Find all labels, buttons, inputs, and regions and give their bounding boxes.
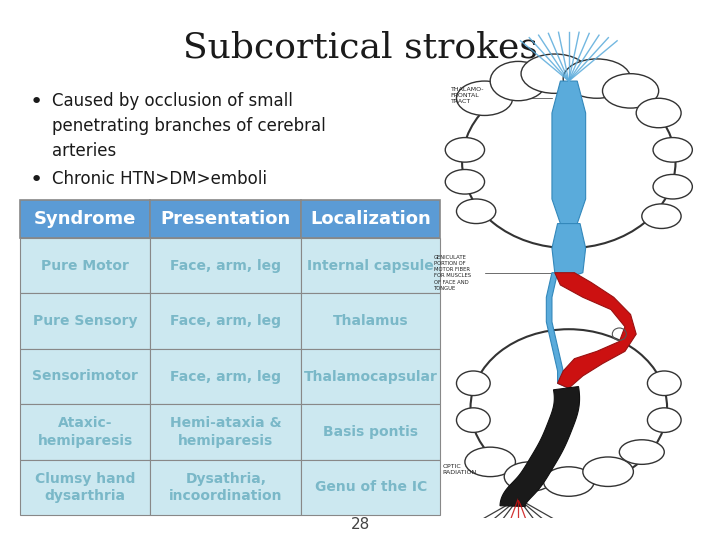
Bar: [20, 200, 150, 238]
Text: Caused by occlusion of small
penetrating branches of cerebral
arteries: Caused by occlusion of small penetrating…: [52, 92, 325, 160]
Ellipse shape: [583, 457, 634, 487]
Polygon shape: [500, 387, 580, 507]
Text: Pure Sensory: Pure Sensory: [33, 314, 138, 328]
Bar: [20, 293, 150, 349]
Text: Subcortical strokes: Subcortical strokes: [183, 30, 537, 64]
Ellipse shape: [456, 81, 513, 116]
Ellipse shape: [653, 138, 693, 162]
Bar: [20, 349, 150, 404]
Text: Basis pontis: Basis pontis: [323, 425, 418, 439]
Text: Chronic HTN>DM>emboli: Chronic HTN>DM>emboli: [52, 170, 267, 188]
Ellipse shape: [521, 54, 588, 93]
Bar: [302, 293, 440, 349]
Text: Dysathria,
incoordination: Dysathria, incoordination: [169, 471, 282, 503]
Bar: [302, 200, 440, 238]
Text: Sensorimotor: Sensorimotor: [32, 369, 138, 383]
Ellipse shape: [647, 408, 681, 433]
Text: •: •: [30, 92, 43, 112]
Ellipse shape: [563, 59, 631, 98]
Text: Syndrome: Syndrome: [34, 210, 136, 228]
Bar: [302, 460, 440, 515]
Ellipse shape: [456, 199, 496, 224]
Text: Internal capsule: Internal capsule: [307, 259, 434, 273]
Bar: [150, 349, 302, 404]
Text: Ataxic-
hemiparesis: Ataxic- hemiparesis: [37, 416, 132, 448]
Ellipse shape: [462, 76, 675, 248]
Bar: [20, 238, 150, 293]
Text: Face, arm, leg: Face, arm, leg: [171, 369, 282, 383]
Bar: [150, 404, 302, 460]
Ellipse shape: [456, 371, 490, 395]
Ellipse shape: [445, 138, 485, 162]
Bar: [150, 460, 302, 515]
Ellipse shape: [603, 73, 659, 108]
Text: Hemi-ataxia &
hemiparesis: Hemi-ataxia & hemiparesis: [170, 416, 282, 448]
Text: THALAMO-
FRONTAL
TRACT: THALAMO- FRONTAL TRACT: [451, 87, 485, 105]
Text: Face, arm, leg: Face, arm, leg: [171, 259, 282, 273]
Text: Face, arm, leg: Face, arm, leg: [171, 314, 282, 328]
Bar: [20, 404, 150, 460]
Text: Thalamocapsular: Thalamocapsular: [304, 369, 438, 383]
Ellipse shape: [544, 467, 594, 496]
Bar: [20, 460, 150, 515]
Ellipse shape: [504, 462, 555, 491]
Text: Genu of the IC: Genu of the IC: [315, 480, 427, 494]
Ellipse shape: [636, 98, 681, 128]
Bar: [150, 293, 302, 349]
Bar: [302, 238, 440, 293]
Text: OPTIC
RADIATION: OPTIC RADIATION: [442, 464, 477, 475]
Ellipse shape: [642, 204, 681, 228]
Ellipse shape: [653, 174, 693, 199]
Text: 28: 28: [351, 517, 369, 532]
Ellipse shape: [490, 62, 546, 100]
Ellipse shape: [647, 371, 681, 395]
Ellipse shape: [445, 170, 485, 194]
Bar: [302, 349, 440, 404]
Text: •: •: [30, 170, 43, 190]
Ellipse shape: [465, 447, 516, 477]
Text: Clumsy hand
dysarthria: Clumsy hand dysarthria: [35, 471, 135, 503]
Bar: [302, 404, 440, 460]
Polygon shape: [554, 273, 636, 388]
Ellipse shape: [471, 329, 667, 487]
Polygon shape: [552, 224, 585, 278]
Bar: [150, 200, 302, 238]
Bar: [150, 238, 302, 293]
Polygon shape: [552, 81, 585, 224]
Text: Thalamus: Thalamus: [333, 314, 408, 328]
Ellipse shape: [456, 408, 490, 433]
Text: GENICULATE
PORTION OF
MOTOR FIBER
FOR MUSCLES
OF FACE AND
TONGUE: GENICULATE PORTION OF MOTOR FIBER FOR MU…: [434, 255, 471, 291]
Polygon shape: [546, 273, 569, 388]
Ellipse shape: [619, 440, 665, 464]
Text: Pure Motor: Pure Motor: [41, 259, 129, 273]
Text: Localization: Localization: [310, 210, 431, 228]
Text: Presentation: Presentation: [161, 210, 291, 228]
